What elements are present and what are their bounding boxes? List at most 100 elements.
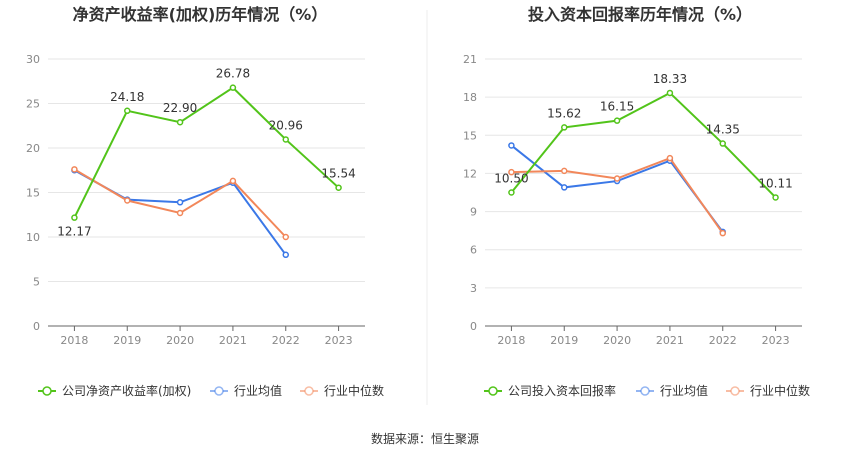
data-point-company [772,194,779,201]
y-tick-label: 30 [26,53,40,66]
legend-label: 行业中位数 [750,383,810,398]
data-point-company [124,107,131,115]
legend-marker [304,386,314,396]
y-tick-label: 3 [470,282,477,295]
x-axis-ticks: 2018 2019 2020 2021 2022 2023 [60,326,353,347]
y-axis-ticks: 0 3 6 9 12 15 18 21 [463,53,477,333]
legend-marker [730,386,740,396]
data-label: 15.62 [547,106,581,120]
y-tick-label: 0 [33,320,40,333]
legend-item-industry_avg[interactable]: 行业均值 [210,383,282,398]
data-label: 24.18 [110,90,144,104]
y-tick-label: 12 [463,167,477,180]
legend-marker [488,386,498,396]
y-tick-label: 20 [26,142,40,155]
legend-label: 行业中位数 [324,383,384,398]
legend: 公司净资产收益率(加权) 行业均值 行业中位数 [38,383,384,398]
legend-item-industry_avg[interactable]: 行业均值 [636,383,708,398]
data-point-company [719,140,726,147]
data-label: 16.15 [600,100,634,114]
data-point-company [666,89,674,97]
data-point-industry_median [719,229,726,237]
data-point-industry_median [613,175,621,182]
data-point-company [335,184,342,191]
legend-marker [42,386,52,396]
chart-panel-roic: 投入资本回报率历年情况（%） 0 3 6 9 12 15 18 21 2018 2019 2020… [463,5,810,398]
y-axis-ticks: 0 5 10 15 20 25 30 [26,53,40,333]
x-tick-label: 2022 [709,334,737,347]
legend-item-industry_median[interactable]: 行业中位数 [726,383,810,398]
data-label: 15.54 [321,167,355,181]
data-labels: 10.50 15.62 16.15 18.33 14.35 10.11 [494,72,793,191]
chart-title: 投入资本回报率历年情况（%） [528,5,752,24]
x-tick-label: 2021 [656,334,684,347]
series-layer [508,89,779,237]
x-tick-label: 2018 [60,334,88,347]
data-point-company [613,117,621,124]
series-line-company [510,91,777,199]
chart-panel-roe: 净资产收益率(加权)历年情况（%） 0 5 10 15 20 25 30 2018 2019 2… [26,5,384,398]
data-point-industry_avg [508,142,515,149]
data-point-industry_median [282,233,289,241]
data-point-industry_median [176,209,184,217]
legend-label: 行业均值 [660,383,708,398]
grid [48,58,365,282]
data-point-company [508,189,515,196]
data-point-company [176,118,184,126]
y-tick-label: 18 [463,91,477,104]
legend: 公司投入资本回报率 行业均值 行业中位数 [484,383,810,398]
data-label: 10.11 [758,176,792,190]
data-label: 10.50 [494,172,528,186]
grid [485,58,802,289]
legend-label: 行业均值 [234,383,282,398]
legend-label: 公司投入资本回报率 [508,383,616,398]
series-line-company [73,86,340,219]
data-point-industry_median [666,154,674,162]
legend-marker [214,386,224,396]
legend-marker [640,386,650,396]
x-tick-label: 2020 [603,334,631,347]
data-point-industry_avg [176,199,184,206]
legend-item-industry_median[interactable]: 行业中位数 [300,383,384,398]
y-tick-label: 15 [463,129,477,142]
data-point-company [229,84,237,91]
data-point-industry_avg [561,184,568,191]
data-point-company [561,124,568,131]
y-tick-label: 25 [26,98,40,111]
data-point-industry_median [71,166,78,173]
y-tick-label: 5 [33,276,40,289]
x-tick-label: 2019 [550,334,578,347]
data-point-company [71,214,78,221]
data-label: 14.35 [706,123,740,137]
y-tick-label: 15 [26,187,40,200]
y-tick-label: 21 [463,53,477,66]
data-label: 22.90 [163,101,197,115]
x-tick-label: 2023 [762,334,790,347]
y-tick-label: 0 [470,320,477,333]
x-tick-label: 2018 [497,334,525,347]
y-tick-label: 10 [26,231,40,244]
x-axis-ticks: 2018 2019 2020 2021 2022 2023 [497,326,790,347]
series-layer [71,84,342,259]
legend-label: 公司净资产收益率(加权) [62,383,191,398]
x-tick-label: 2019 [113,334,141,347]
data-label: 20.96 [269,118,303,132]
chart-title: 净资产收益率(加权)历年情况（%） [73,5,328,24]
data-labels: 12.17 24.18 22.90 26.78 20.96 15.54 [57,67,356,239]
data-label: 12.17 [57,225,91,239]
data-point-industry_median [229,177,237,185]
data-point-industry_avg [282,251,289,259]
data-label: 26.78 [216,67,250,81]
data-source-note: 数据来源：恒生聚源 [371,431,479,446]
legend-item-company[interactable]: 公司投入资本回报率 [484,383,616,398]
y-tick-label: 9 [470,206,477,219]
data-point-industry_median [508,168,515,176]
data-point-company [282,136,289,143]
x-tick-label: 2022 [272,334,300,347]
data-point-industry_median [124,197,131,204]
x-tick-label: 2020 [166,334,194,347]
x-tick-label: 2023 [325,334,353,347]
legend-item-company[interactable]: 公司净资产收益率(加权) [38,383,191,398]
data-label: 18.33 [653,72,687,86]
